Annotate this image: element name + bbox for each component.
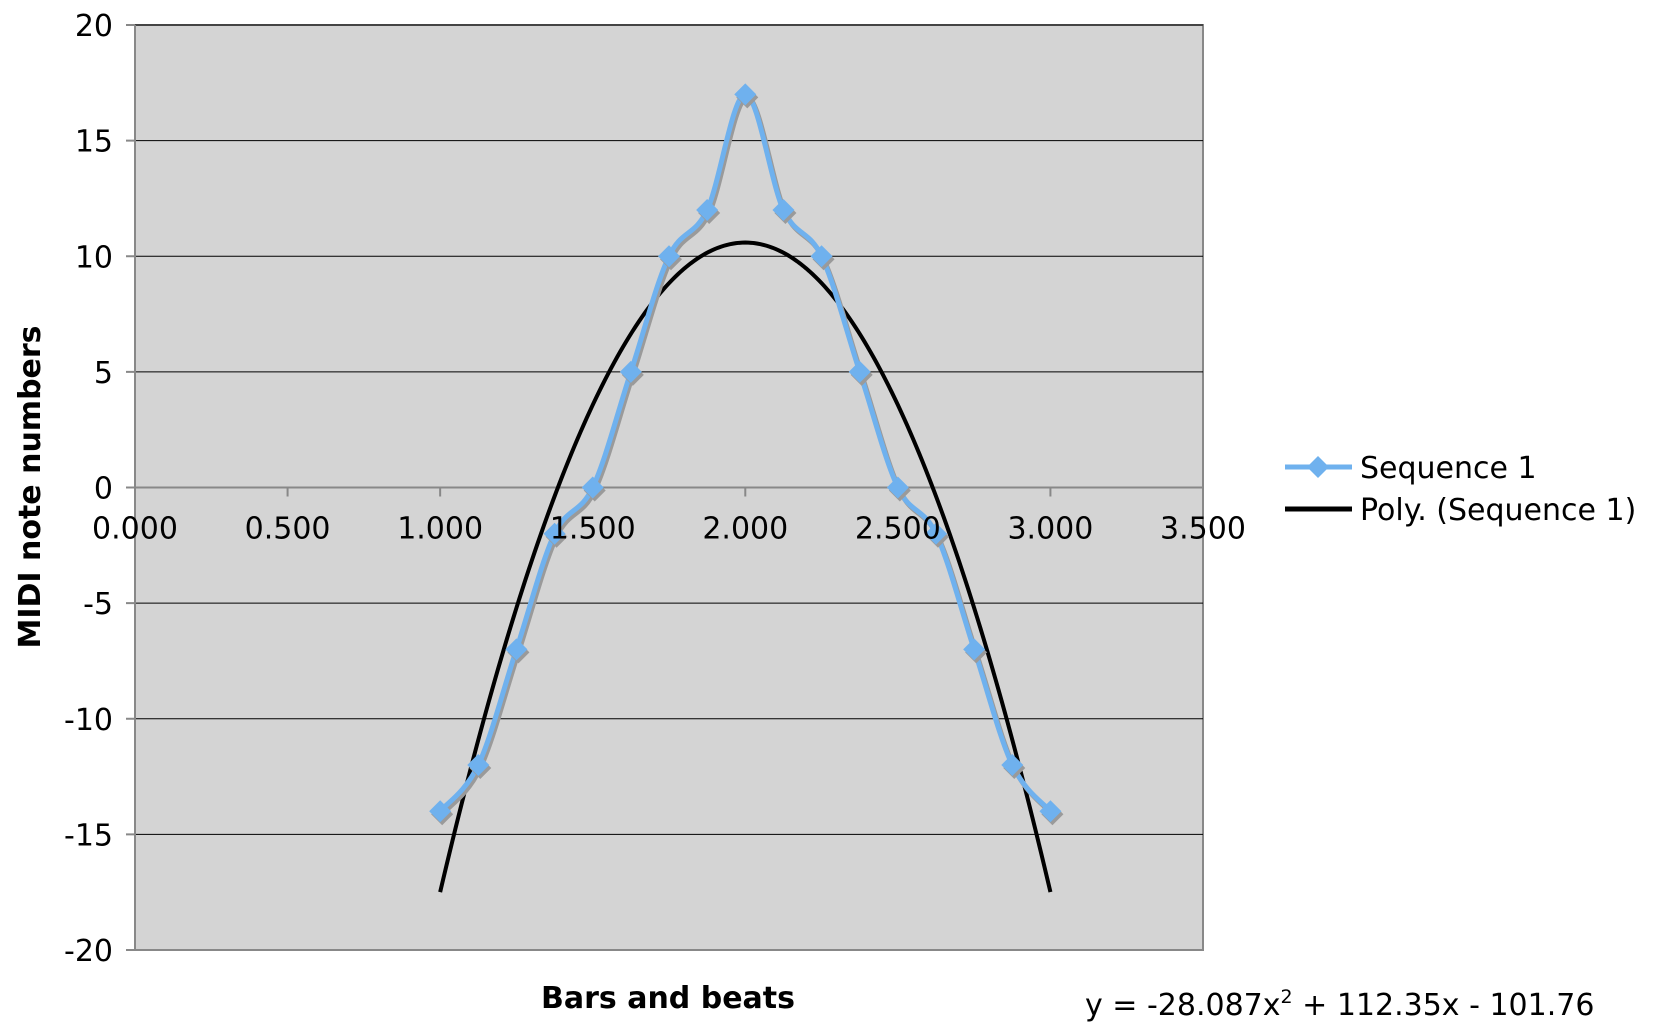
y-tick-label: 15	[75, 125, 113, 160]
data-point	[543, 522, 566, 545]
legend-label-poly-sequence-1: Poly. (Sequence 1)	[1360, 493, 1636, 528]
legend: Sequence 1 Poly. (Sequence 1)	[1285, 451, 1636, 528]
data-point	[810, 245, 833, 268]
y-axis-title: MIDI note numbers	[13, 325, 48, 648]
y-tick-label: -5	[83, 587, 113, 622]
y-tick-label: 20	[75, 9, 113, 44]
data-point	[1001, 754, 1024, 776]
data-point	[772, 199, 795, 221]
series-layer	[429, 83, 1064, 826]
equation-suffix: + 112.35x - 101.76	[1293, 988, 1595, 1023]
x-tick-label: 3.500	[1160, 512, 1246, 547]
legend-item-poly-sequence-1: Poly. (Sequence 1)	[1285, 493, 1636, 528]
data-point	[581, 476, 604, 499]
trendline-layer	[438, 240, 1053, 893]
data-point	[1039, 800, 1062, 823]
x-tick-label: 1.500	[550, 512, 636, 547]
y-tick-label: 5	[94, 356, 113, 391]
trendline-equation: y = -28.087x2 + 112.35x - 101.76	[1085, 986, 1594, 1023]
data-point	[658, 245, 680, 268]
data-point	[925, 522, 947, 545]
equation-prefix: y = -28.087x	[1085, 988, 1281, 1023]
legend-item-sequence-1: Sequence 1	[1285, 451, 1537, 486]
x-tick-label: 2.500	[855, 512, 941, 547]
x-tick-label: 0.500	[245, 512, 331, 547]
y-tick-label: -15	[64, 818, 113, 853]
legend-marker-diamond	[1307, 456, 1329, 478]
data-point	[734, 83, 757, 106]
data-point	[619, 360, 642, 383]
tick-labels: 20 15 10 5 0 -5 -10 -15 -20 0.000 0.500 1.000 1.500 2…	[64, 9, 1246, 969]
legend-label-sequence-1: Sequence 1	[1360, 451, 1537, 486]
x-tick-label: 3.000	[1007, 512, 1093, 547]
y-tick-label: -20	[64, 934, 113, 969]
data-point	[467, 754, 490, 776]
x-axis-title: Bars and beats	[541, 981, 795, 1016]
x-tick-label: 0.000	[92, 512, 178, 547]
y-tick-label: 10	[75, 240, 113, 275]
data-point	[429, 800, 452, 823]
y-tick-label: -10	[64, 703, 113, 738]
axes	[126, 24, 1204, 951]
data-point	[848, 360, 871, 383]
x-tick-label: 2.000	[702, 512, 788, 547]
data-point	[696, 199, 719, 221]
data-point	[505, 638, 528, 661]
trendline-poly-sequence-1	[438, 240, 1053, 893]
equation-superscript: 2	[1281, 986, 1293, 1008]
y-tick-label: 0	[94, 472, 113, 507]
data-point	[963, 638, 986, 661]
data-point	[886, 476, 909, 499]
x-tick-label: 1.000	[397, 512, 483, 547]
